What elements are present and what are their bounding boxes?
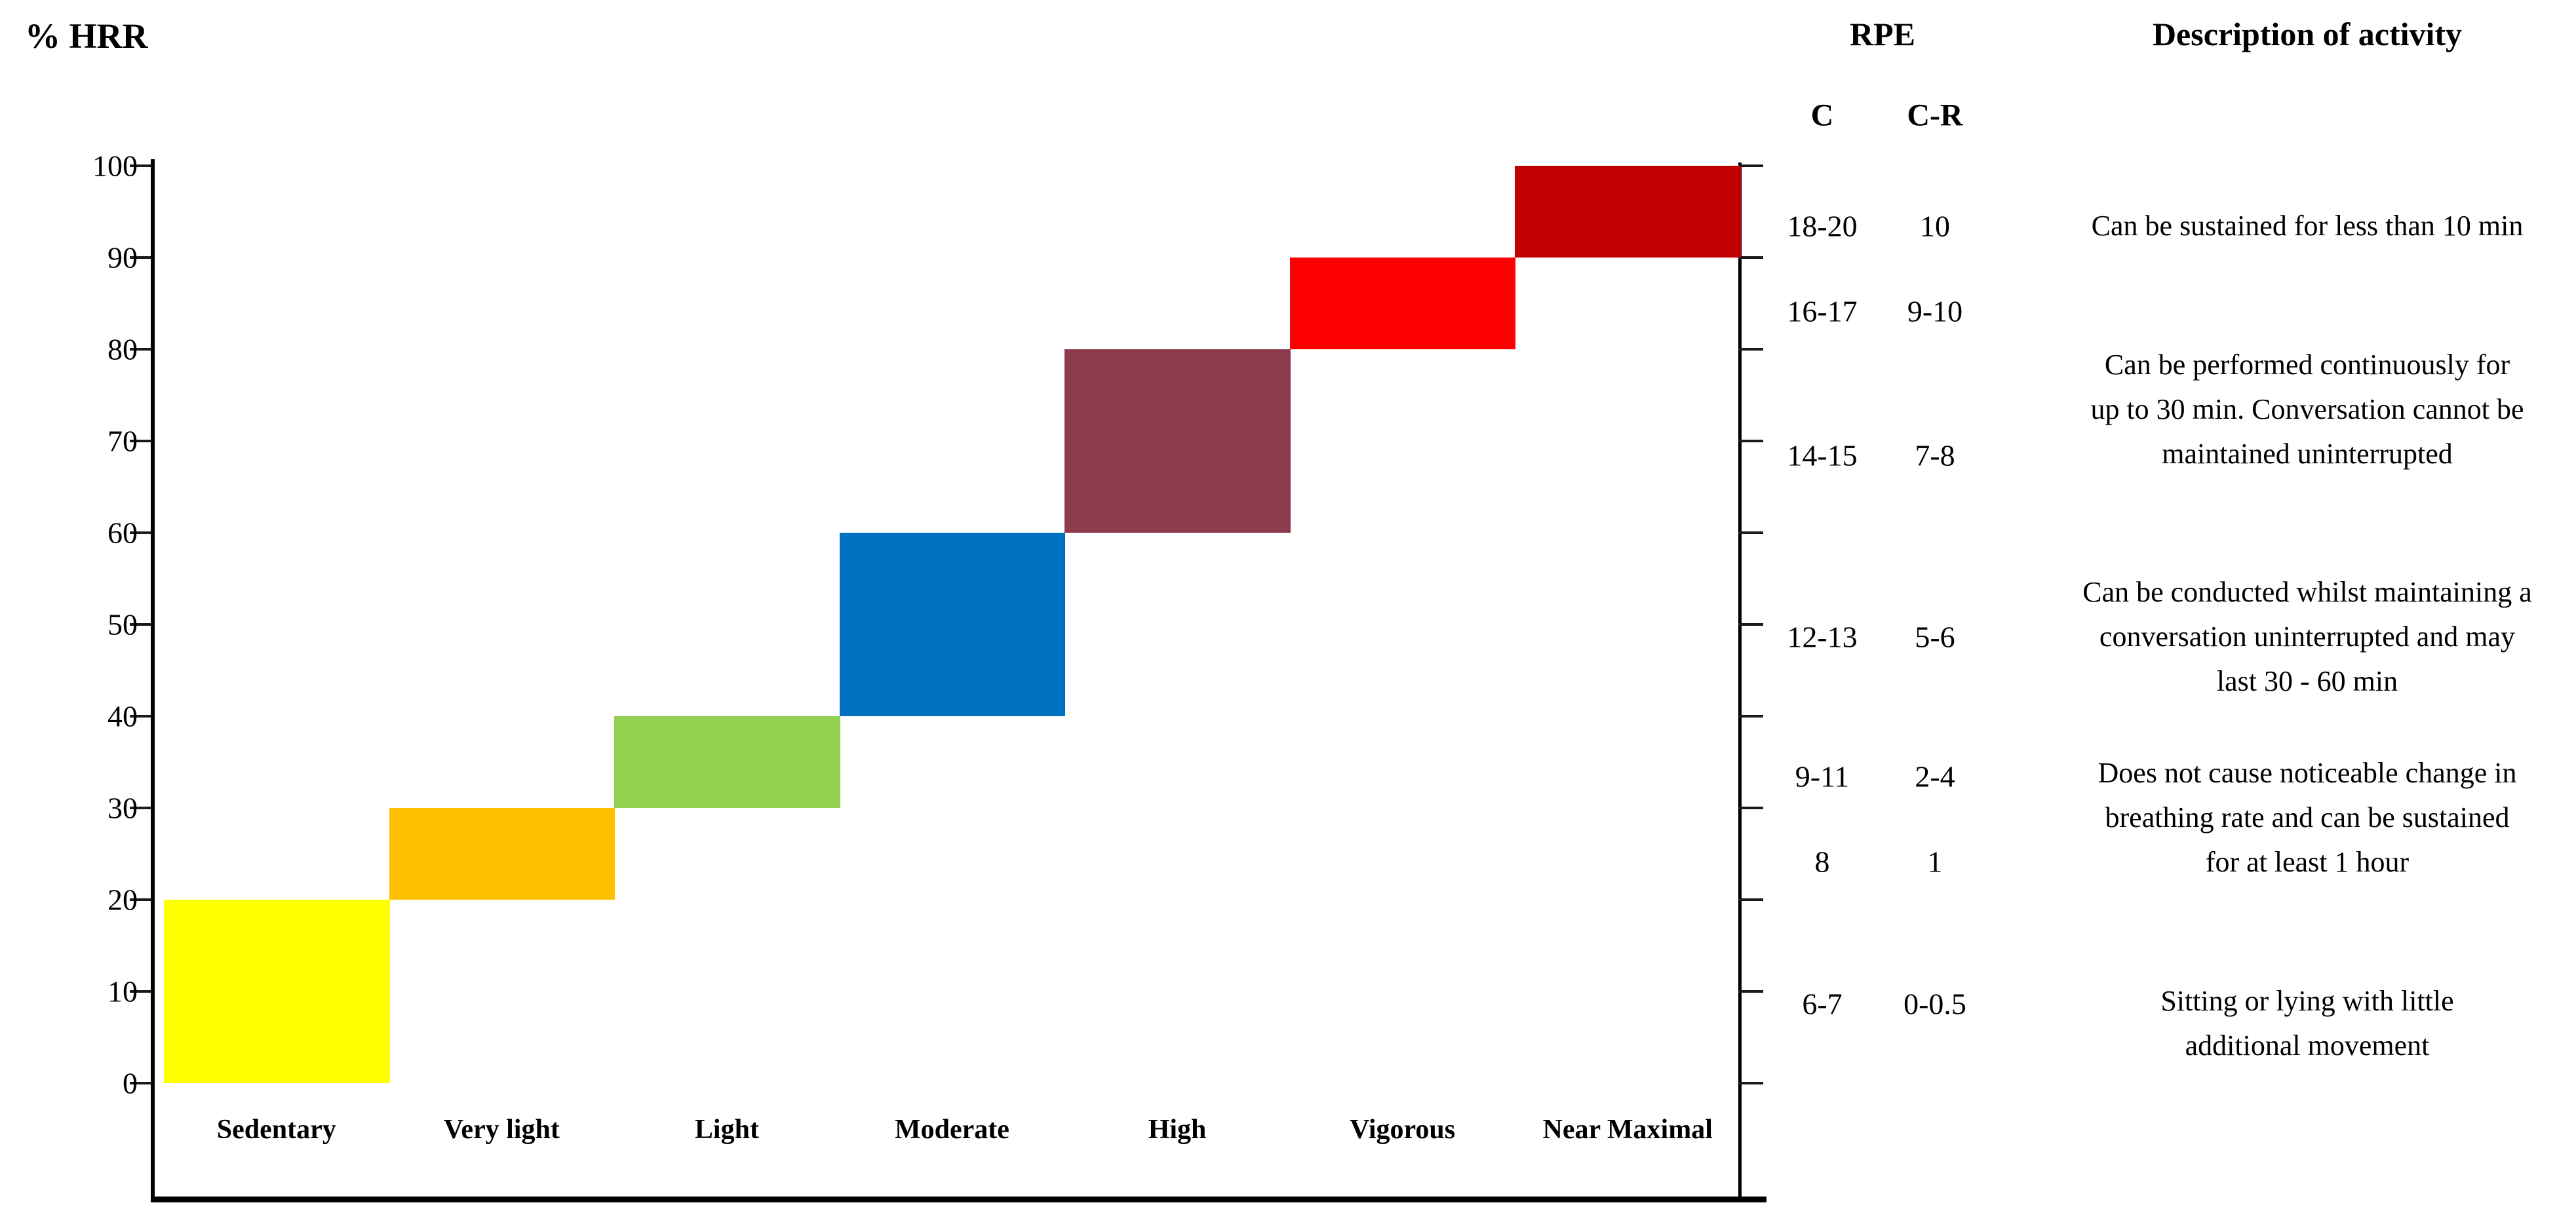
rpe-column-cr-header: C-R	[1907, 98, 1963, 133]
category-label-vigorous: Vigorous	[1350, 1115, 1456, 1145]
rpe-row-cr-value: 1	[1927, 845, 1943, 879]
activity-description-text: Does not cause noticeable change in brea…	[2098, 757, 2517, 878]
y-axis-left-tick	[130, 623, 151, 626]
category-label-near-maximal: Near Maximal	[1542, 1115, 1713, 1145]
y-axis-left-tick	[130, 348, 151, 351]
y-tick-label: 50	[107, 607, 138, 642]
bar-high	[1064, 349, 1291, 533]
rpe-column-c-header: C	[1810, 98, 1834, 133]
activity-description-text: Sitting or lying with little additional …	[2160, 985, 2454, 1062]
rpe-row-cr-value: 9-10	[1907, 294, 1963, 328]
y-axis-right-tick	[1738, 807, 1763, 809]
y-axis-right-tick	[1738, 715, 1763, 718]
rpe-row-cr-value: 2-4	[1915, 759, 1955, 794]
chart-plot-area: 0 10 20 30 40 50 60 70 80 90 100 Sedentary Very ligh…	[92, 149, 1766, 1202]
rpe-row-c-value: 14-15	[1787, 438, 1858, 472]
y-axis-right-tick	[1738, 531, 1763, 534]
activity-description-text: Can be sustained for less than 10 min	[2091, 210, 2524, 242]
bar-near-maximal	[1515, 166, 1741, 258]
y-axis-right-tick	[1738, 990, 1763, 993]
y-axis-left-tick	[130, 256, 151, 259]
y-axis-left-tick	[130, 898, 151, 901]
category-label-moderate: Moderate	[895, 1115, 1009, 1145]
rpe-row-c-value: 16-17	[1787, 294, 1858, 328]
bar-very-light	[389, 808, 615, 900]
y-axis-left-tick	[130, 164, 151, 167]
bar-sedentary	[164, 900, 390, 1083]
y-tick-label: 60	[107, 516, 138, 550]
y-axis-right-tick	[1738, 348, 1763, 351]
rpe-row-cr-value: 7-8	[1915, 438, 1955, 472]
y-tick-label: 10	[107, 974, 138, 1008]
rpe-row-c-value: 9-11	[1795, 759, 1850, 794]
y-tick-label: 40	[107, 699, 138, 733]
y-axis-right-tick	[1738, 1082, 1763, 1084]
y-tick-label: 70	[107, 424, 138, 458]
activity-description-text: Can be performed continuously for up to …	[2090, 349, 2524, 470]
y-axis-right-tick	[1738, 440, 1763, 442]
y-axis-left-tick	[130, 807, 151, 809]
rpe-row-c-value: 18-20	[1787, 209, 1858, 243]
y-tick-label: 20	[107, 883, 138, 917]
y-axis-right-tick	[1738, 164, 1763, 167]
rpe-row-cr-value: 0-0.5	[1903, 987, 1966, 1021]
chart-title-hrr: % HRR	[25, 16, 148, 56]
y-axis-left-tick	[130, 531, 151, 534]
y-axis-left-tick	[130, 990, 151, 993]
y-axis-left-tick	[130, 1082, 151, 1084]
activity-description-text: Can be conducted whilst maintaining a co…	[2082, 576, 2532, 697]
y-axis-left-tick	[130, 440, 151, 442]
bar-light	[614, 716, 840, 808]
category-label-very-light: Very light	[443, 1115, 560, 1145]
category-label-light: Light	[694, 1115, 759, 1145]
rpe-row-cr-value: 5-6	[1915, 620, 1955, 654]
category-label-sedentary: Sedentary	[216, 1115, 336, 1145]
description-of-activity-header: Description of activity	[2152, 16, 2463, 52]
y-axis-left-line	[151, 159, 155, 1202]
y-axis-right-tick	[1738, 623, 1763, 626]
y-axis-left-tick	[130, 715, 151, 718]
y-axis-right-tick	[1738, 256, 1763, 259]
bar-vigorous	[1289, 258, 1516, 349]
category-label-high: High	[1148, 1115, 1207, 1145]
y-tick-label: 30	[107, 791, 138, 825]
bar-moderate	[839, 533, 1066, 716]
rpe-header: RPE	[1850, 16, 1915, 52]
rpe-row-c-value: 8	[1814, 845, 1830, 879]
y-tick-label: 0	[123, 1066, 138, 1100]
y-tick-label: 90	[107, 240, 138, 275]
x-axis-bottom-line	[151, 1197, 1766, 1202]
rpe-row-cr-value: 10	[1920, 209, 1950, 243]
y-tick-label: 100	[92, 149, 138, 183]
rpe-row-c-value: 12-13	[1787, 620, 1858, 654]
y-axis-right-tick	[1738, 898, 1763, 901]
rpe-row-c-value: 6-7	[1802, 987, 1843, 1021]
y-tick-label: 80	[107, 332, 138, 366]
y-axis-right-line	[1738, 163, 1742, 1202]
